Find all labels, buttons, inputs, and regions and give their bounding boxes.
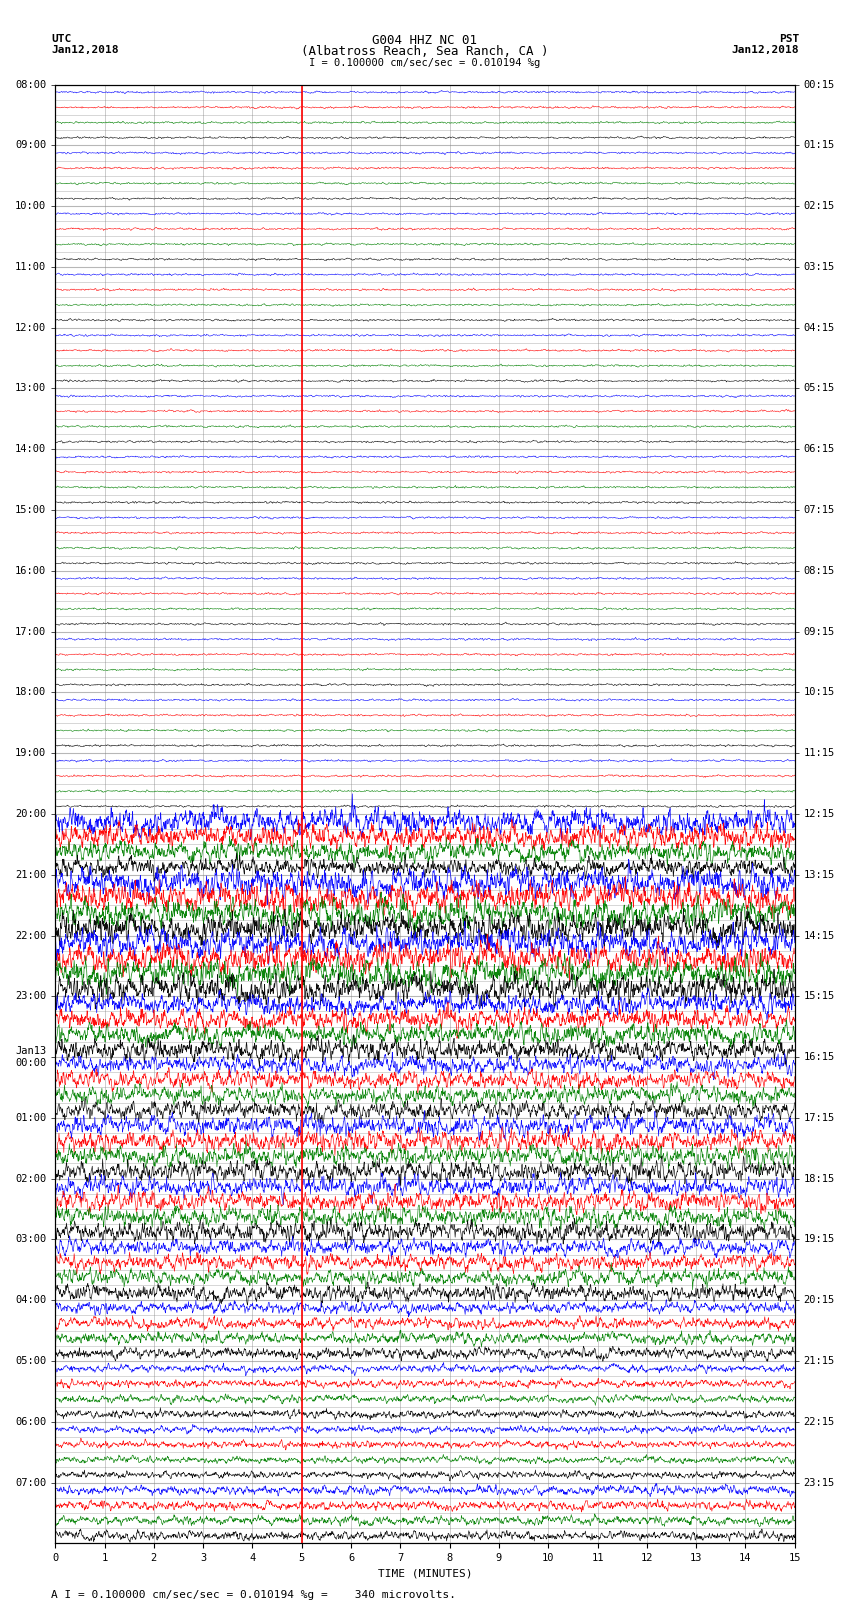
Text: (Albatross Reach, Sea Ranch, CA ): (Albatross Reach, Sea Ranch, CA ) [301, 45, 549, 58]
Text: I = 0.100000 cm/sec/sec = 0.010194 %g: I = 0.100000 cm/sec/sec = 0.010194 %g [309, 58, 541, 68]
Text: PST: PST [779, 34, 799, 44]
X-axis label: TIME (MINUTES): TIME (MINUTES) [377, 1569, 473, 1579]
Text: Jan12,2018: Jan12,2018 [51, 45, 118, 55]
Text: A I = 0.100000 cm/sec/sec = 0.010194 %g =    340 microvolts.: A I = 0.100000 cm/sec/sec = 0.010194 %g … [51, 1590, 456, 1600]
Text: G004 HHZ NC 01: G004 HHZ NC 01 [372, 34, 478, 47]
Text: Jan12,2018: Jan12,2018 [732, 45, 799, 55]
Text: UTC: UTC [51, 34, 71, 44]
